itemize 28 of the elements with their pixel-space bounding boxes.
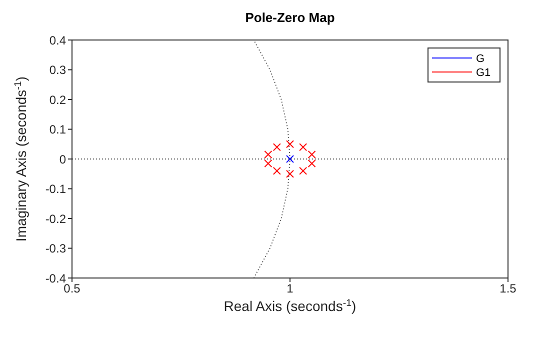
y-tick-label: -0.2 xyxy=(45,212,66,226)
legend-label: G1 xyxy=(476,67,491,79)
point xyxy=(272,166,281,175)
y-tick-label: 0.2 xyxy=(49,92,66,107)
point xyxy=(286,140,294,148)
point xyxy=(299,166,308,175)
point xyxy=(264,150,272,159)
point xyxy=(286,170,294,178)
point xyxy=(264,159,272,168)
y-tick-label: 0.4 xyxy=(49,33,66,48)
x-tick-label: 1 xyxy=(286,282,294,296)
x-tick-label: 1.5 xyxy=(500,282,517,296)
chart-title: Pole-Zero Map xyxy=(245,10,335,25)
legend-label: G xyxy=(476,53,485,65)
y-tick-label: 0.3 xyxy=(49,63,66,78)
y-tick-label: -0.1 xyxy=(45,182,66,196)
point xyxy=(308,150,316,159)
y-tick-label: -0.3 xyxy=(45,242,66,256)
x-tick-label: 0.5 xyxy=(64,282,81,296)
x-axis-title: Real Axis (seconds$^{-1}$) xyxy=(224,298,356,314)
point xyxy=(286,155,294,163)
y-tick-label: 0.1 xyxy=(49,122,66,137)
y-tick-label: -0.4 xyxy=(45,271,66,286)
line-series xyxy=(253,40,290,278)
point xyxy=(308,159,316,168)
point xyxy=(299,143,308,152)
point xyxy=(272,143,281,152)
y-tick-label: 0 xyxy=(59,152,66,166)
